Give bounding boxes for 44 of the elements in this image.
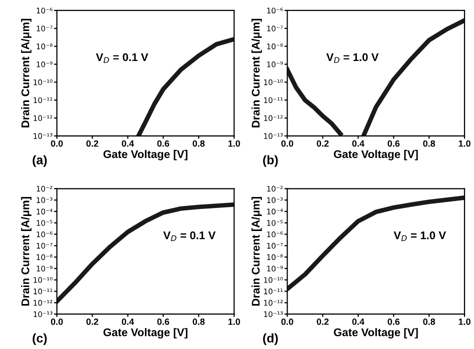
x-tick-label: 0.2 xyxy=(86,318,98,325)
line-series xyxy=(136,36,234,136)
x-tick-label: 0.6 xyxy=(388,318,400,325)
x-tick-label: 0.4 xyxy=(122,318,134,325)
y-axis-title: Drain Current [A/μm] xyxy=(251,197,262,306)
annotation: V$_{D}$ = 1.0 V xyxy=(326,53,379,63)
x-axis-title: Gate Voltage [V] xyxy=(103,150,188,160)
x-axis-title: Gate Voltage [V] xyxy=(334,328,418,338)
annotation: V$_{D}$ = 0.1 V xyxy=(163,231,216,241)
x-tick-label: 0.0 xyxy=(281,140,294,147)
text: (a) xyxy=(32,155,47,167)
text: (d) xyxy=(263,333,278,346)
x-tick-label: 1.0 xyxy=(458,140,470,147)
text: (c) xyxy=(32,333,47,346)
x-tick-label: 0.4 xyxy=(122,140,134,147)
y-axis-title: Drain Current [A/μm] xyxy=(21,197,32,306)
x-tick-label: 1.0 xyxy=(458,318,470,325)
x-axis-title: Gate Voltage [V] xyxy=(334,150,418,160)
annotation: V$_{D}$ = 0.1 V xyxy=(96,53,148,63)
line-series xyxy=(56,202,234,304)
y-axis-title: Drain Current [A/μm] xyxy=(21,18,32,128)
x-tick-label: 1.0 xyxy=(228,318,240,325)
line-series xyxy=(287,195,465,292)
x-tick-label: 0.8 xyxy=(192,318,205,325)
x-tick-label: 0.2 xyxy=(316,140,329,147)
x-tick-label: 0.6 xyxy=(388,140,400,147)
text: (b) xyxy=(263,155,278,167)
x-tick-label: 1.0 xyxy=(228,140,240,147)
x-tick-label: 0.0 xyxy=(50,140,63,147)
x-tick-label: 0.4 xyxy=(352,140,364,147)
x-tick-label: 0.2 xyxy=(316,318,329,325)
x-tick-label: 0.6 xyxy=(157,140,170,147)
annotation: V$_{D}$ = 1.0 V xyxy=(394,231,446,241)
x-tick-label: 0.2 xyxy=(86,140,98,147)
x-tick-label: 0.0 xyxy=(50,318,63,325)
x-tick-label: 0.4 xyxy=(352,318,364,325)
x-axis-title: Gate Voltage [V] xyxy=(103,328,188,338)
line-series xyxy=(287,67,343,136)
x-tick-label: 0.8 xyxy=(423,318,436,325)
y-axis-title: Drain Current [A/μm] xyxy=(251,18,262,128)
x-tick-label: 0.0 xyxy=(281,318,294,325)
x-tick-label: 0.8 xyxy=(423,140,436,147)
x-tick-label: 0.6 xyxy=(157,318,170,325)
x-tick-label: 0.8 xyxy=(192,140,205,147)
